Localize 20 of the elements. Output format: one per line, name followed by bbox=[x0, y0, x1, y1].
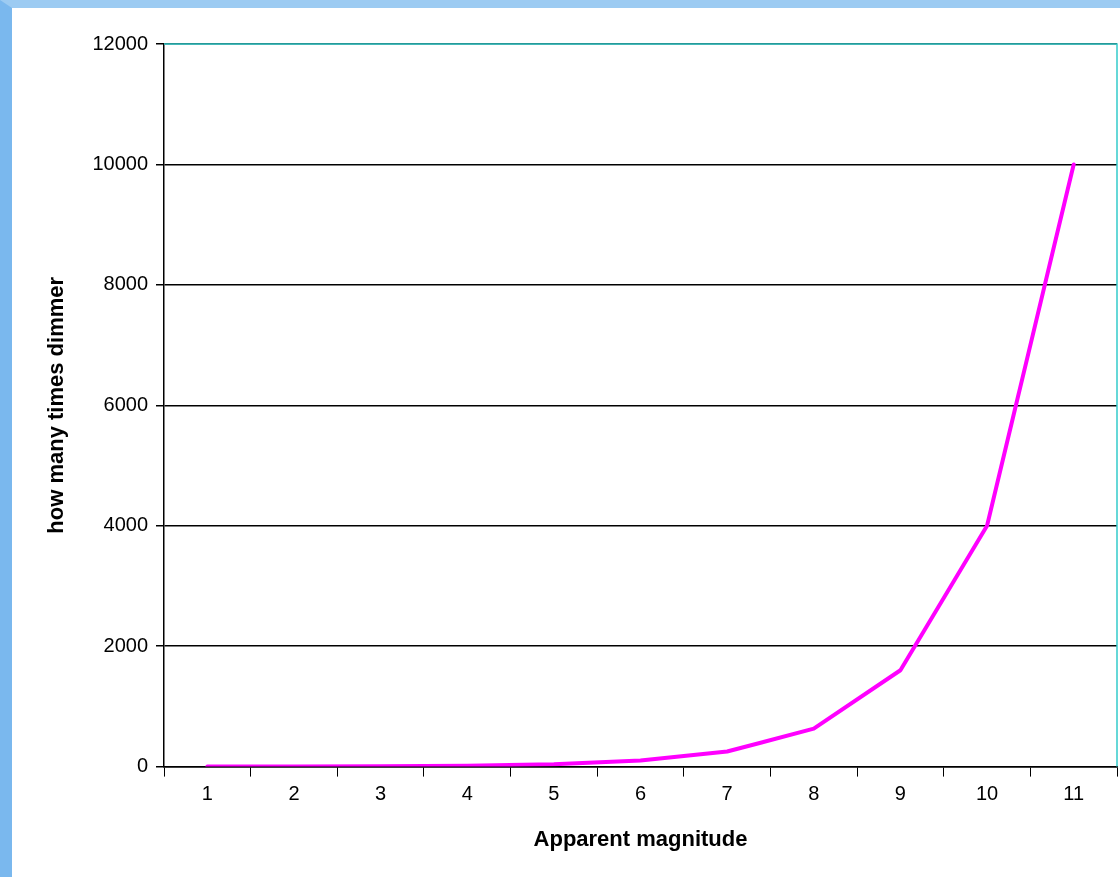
y-tick-label: 8000 bbox=[103, 272, 149, 295]
x-tick-label: 6 bbox=[634, 782, 647, 805]
x-axis-title: Apparent magnitude bbox=[533, 825, 748, 851]
y-tick-label: 0 bbox=[136, 754, 149, 777]
y-tick-label: 10000 bbox=[92, 151, 149, 174]
y-axis-title: how many times dimmer bbox=[43, 276, 69, 534]
x-tick-label: 8 bbox=[808, 782, 820, 805]
y-tick-label: 12000 bbox=[92, 31, 149, 54]
x-tick-label: 2 bbox=[288, 782, 300, 805]
x-tick-label: 1 bbox=[201, 782, 213, 805]
x-tick-label: 5 bbox=[548, 782, 560, 805]
x-tick-label: 7 bbox=[721, 782, 733, 805]
x-tick-label: 3 bbox=[375, 782, 387, 805]
x-tick-label: 4 bbox=[461, 782, 473, 805]
x-tick-label: 10 bbox=[975, 782, 999, 805]
x-tick-label: 11 bbox=[1063, 782, 1085, 805]
y-tick-label: 2000 bbox=[103, 633, 149, 656]
y-tick-label: 6000 bbox=[103, 392, 149, 415]
y-tick-label: 4000 bbox=[103, 513, 149, 536]
x-tick-label: 9 bbox=[894, 782, 906, 805]
